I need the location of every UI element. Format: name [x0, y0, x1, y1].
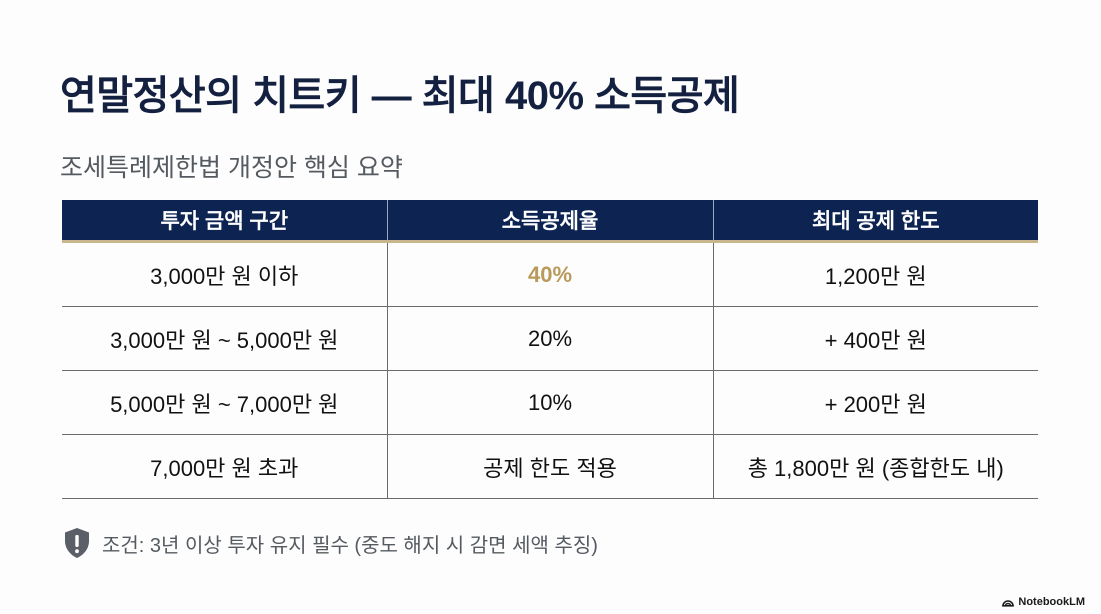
cell-range: 3,000만 원 이하	[62, 241, 387, 307]
cell-rate: 20%	[386, 306, 713, 371]
page-subtitle: 조세특례제한법 개정안 핵심 요약	[60, 154, 403, 182]
header-max-limit: 최대 공제 한도	[712, 200, 1038, 243]
table-row: 3,000만 원 이하 40% 1,200만 원	[62, 241, 1038, 307]
notebooklm-logo-icon	[1002, 597, 1015, 607]
header-investment-range: 투자 금액 구간	[62, 200, 387, 243]
condition-text: 조건: 3년 이상 투자 유지 필수 (중도 해지 시 감면 세액 추징)	[102, 534, 598, 557]
table-row: 7,000만 원 초과 공제 한도 적용 총 1,800만 원 (종합한도 내)	[62, 434, 1038, 499]
cell-limit: 1,200만 원	[712, 241, 1038, 307]
shield-alert-icon	[64, 527, 90, 559]
table-row: 5,000만 원 ~ 7,000만 원 10% + 200만 원	[62, 370, 1038, 435]
cell-range: 7,000만 원 초과	[62, 434, 387, 499]
cell-range: 3,000만 원 ~ 5,000만 원	[62, 306, 387, 371]
cell-rate: 10%	[386, 370, 713, 435]
table-row: 3,000만 원 ~ 5,000만 원 20% + 400만 원	[62, 306, 1038, 371]
page-title: 연말정산의 치트키 — 최대 40% 소득공제	[60, 74, 740, 118]
condition-note: 조건: 3년 이상 투자 유지 필수 (중도 해지 시 감면 세액 추징)	[64, 527, 598, 559]
cell-rate: 공제 한도 적용	[386, 434, 713, 499]
brand-label: NotebookLM	[1018, 596, 1085, 608]
deduction-table: 투자 금액 구간 소득공제율 최대 공제 한도 3,000만 원 이하 40% …	[62, 200, 1038, 499]
table-header-row: 투자 금액 구간 소득공제율 최대 공제 한도	[62, 200, 1038, 243]
brand-watermark: NotebookLM	[1002, 596, 1085, 608]
header-deduction-rate: 소득공제율	[386, 200, 713, 243]
cell-range: 5,000만 원 ~ 7,000만 원	[62, 370, 387, 435]
cell-rate-highlight: 40%	[386, 241, 713, 307]
cell-limit: + 200만 원	[712, 370, 1038, 435]
cell-limit: + 400만 원	[712, 306, 1038, 371]
cell-limit: 총 1,800만 원 (종합한도 내)	[712, 434, 1038, 499]
